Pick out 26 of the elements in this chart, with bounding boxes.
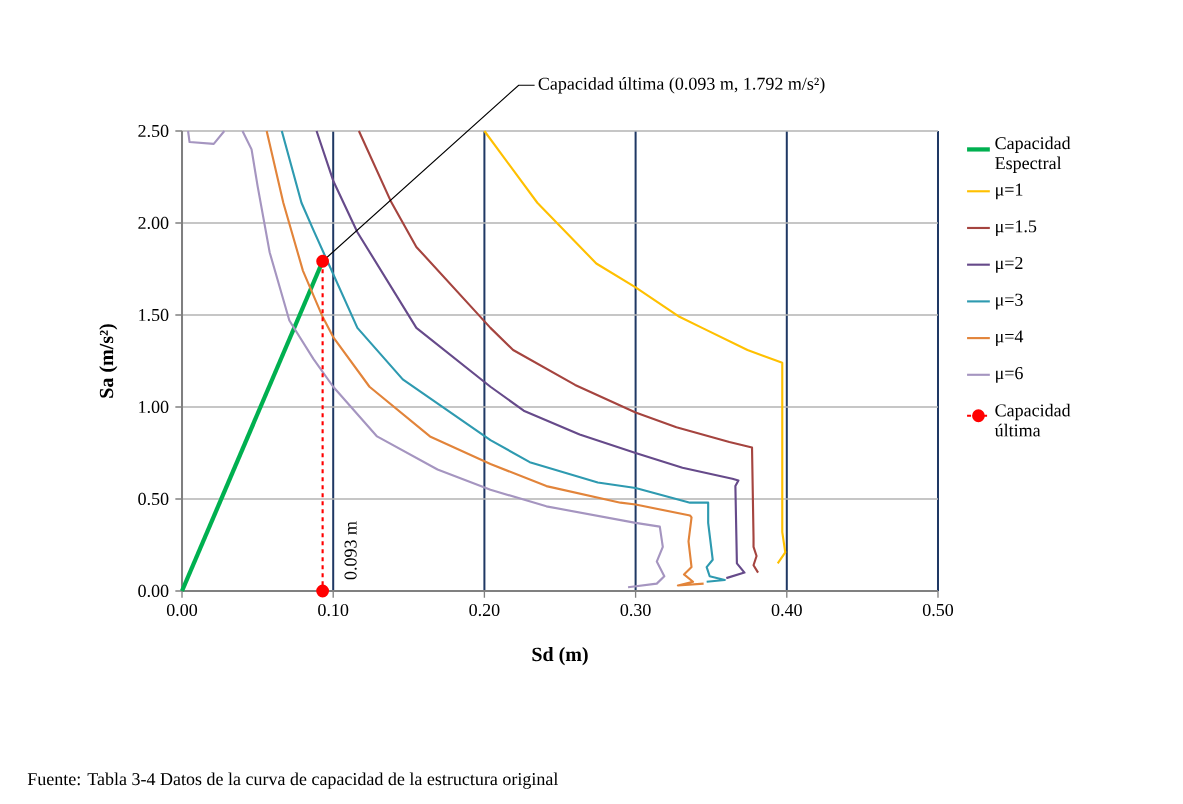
legend-label: μ=1.5 [996, 220, 1037, 237]
legend-label: μ=4 [996, 330, 1024, 347]
legend-label: Capacidad Espectral [995, 136, 1071, 173]
y-tick-label: 0.50 [138, 492, 169, 506]
legend-label: μ=1 [996, 183, 1023, 200]
x-axis-title: Sd (m) [532, 647, 588, 666]
legend-label: Capacidad última [994, 403, 1071, 437]
legend-label: μ=3 [996, 293, 1023, 310]
y-tick-label: 1.50 [139, 308, 169, 322]
legend-label: μ=6 [996, 367, 1023, 383]
y-tick-label: 2.00 [138, 216, 169, 230]
y-tick-label: 0.00 [138, 584, 169, 598]
y-tick-label: 2.50 [138, 124, 169, 138]
line-series [483, 129, 787, 565]
y-tick-label: 1.00 [139, 400, 169, 414]
x-tick-label: 0.20 [469, 603, 500, 617]
annotation: 0.093 m [344, 521, 357, 580]
x-tick-label: 0.50 [922, 603, 954, 617]
x-tick-label: 0.10 [318, 603, 349, 617]
x-tick-label: 0.00 [166, 603, 198, 617]
legend-label: μ=2 [996, 256, 1023, 273]
x-tick-label: 0.40 [771, 603, 802, 617]
y-axis-title: Sa (m/s²) [99, 324, 118, 398]
annotation: Capacidad última (0.093 m, 1.792 m/s²) [538, 77, 825, 94]
source-note: Fuente: Tabla 3-4 Datos de la curva de capacidad de la estructura original [27, 772, 558, 789]
x-tick-label: 0.30 [620, 603, 651, 617]
